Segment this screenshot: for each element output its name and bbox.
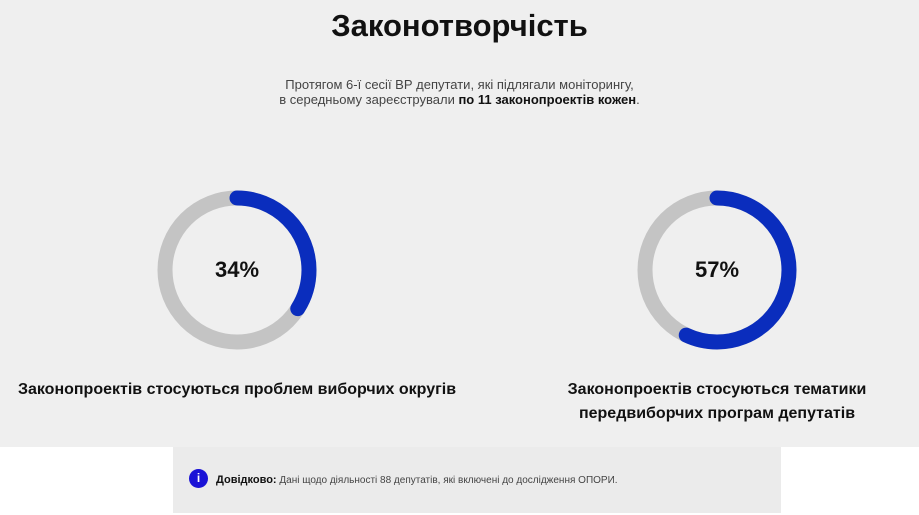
caption-programs: Законопроектів стосуються тематики перед… [567,381,867,422]
page-title: Законотворчість [331,8,588,43]
info-icon: i [189,469,208,488]
subtitle-suffix: . [636,92,640,107]
subtitle: Протягом 6-ї сесії ВР депутати, які підл… [0,77,919,107]
donut-svg [157,190,317,350]
reference-note: i Довідково: Дані щодо діяльності 88 деп… [173,447,781,513]
donut-svg [637,190,797,350]
note-text: Дані щодо діяльності 88 депутатів, які в… [276,475,618,486]
subtitle-bold: по 11 законопроектів кожен [458,92,637,107]
caption-districts: Законопроектів стосуються проблем виборч… [17,381,457,398]
donut-chart-districts: 34% [157,190,317,350]
legislation-section: Законотворчість Протягом 6-ї сесії ВР де… [0,0,919,447]
percent-label: 34% [214,257,260,282]
subtitle-line1: Протягом 6-ї сесії ВР депутати, які підл… [285,77,634,92]
donut-value-arc [157,190,317,350]
donut-value-arc [637,190,797,350]
donut-chart-programs: 57% [637,190,797,350]
percent-label: 57% [694,257,740,282]
subtitle-line2: в середньому зареєстрували [279,92,459,107]
note-label: Довідково: [216,474,277,486]
